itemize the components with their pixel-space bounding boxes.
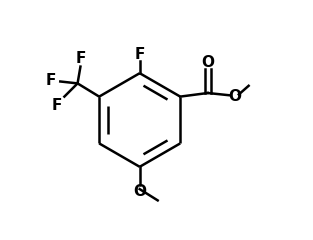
- Text: F: F: [75, 51, 86, 66]
- Text: F: F: [52, 98, 62, 113]
- Text: F: F: [135, 47, 145, 62]
- Text: O: O: [133, 184, 146, 199]
- Text: F: F: [46, 73, 56, 89]
- Text: O: O: [228, 89, 241, 104]
- Text: O: O: [201, 55, 214, 70]
